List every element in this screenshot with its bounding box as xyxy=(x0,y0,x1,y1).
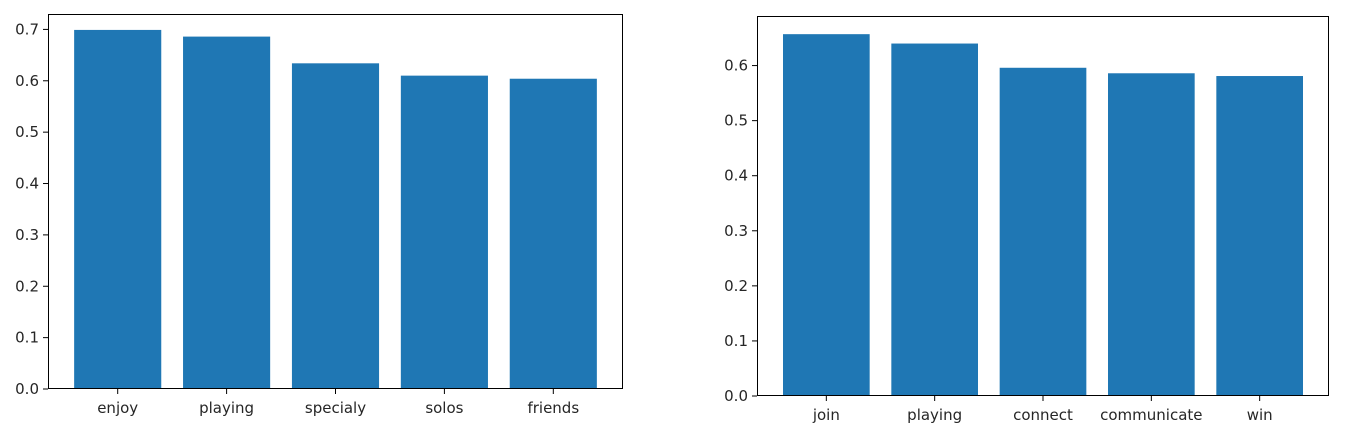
axes-frame xyxy=(48,14,623,389)
bar-connect xyxy=(999,67,1087,397)
x-tick-label-solos: solos xyxy=(425,399,463,417)
axes-frame xyxy=(757,16,1329,396)
y-tick-label: 0.4 xyxy=(15,175,39,193)
bar-solos xyxy=(400,75,488,389)
x-tick-label-join: join xyxy=(812,406,840,424)
y-tick-label: 0.0 xyxy=(724,387,748,405)
x-tick-label-connect: connect xyxy=(1013,406,1073,424)
y-tick-label: 0.5 xyxy=(724,112,748,130)
bar-friends xyxy=(509,78,597,389)
y-tick-label: 0.2 xyxy=(724,277,748,295)
bar-chart-right: 0.0 0.1 0.2 0.3 0.4 0.5 0.6 join playing connect c… xyxy=(724,16,1329,424)
y-tick-label: 0.3 xyxy=(15,226,39,244)
y-tick-label: 0.0 xyxy=(15,380,39,398)
y-tick-label: 0.1 xyxy=(724,332,748,350)
bar-win xyxy=(1216,76,1303,396)
y-tick-label: 0.6 xyxy=(15,72,39,90)
x-tick-label-communicate: communicate xyxy=(1100,406,1202,424)
x-tick-label-specialy: specialy xyxy=(305,399,366,417)
x-tick-label-friends: friends xyxy=(527,399,579,417)
y-tick-label: 0.7 xyxy=(15,20,39,38)
x-tick-label-win: win xyxy=(1247,406,1273,424)
y-tick-label: 0.6 xyxy=(724,57,748,75)
x-tick-label-playing: playing xyxy=(907,406,962,424)
y-tick-label: 0.5 xyxy=(15,123,39,141)
x-tick-label-enjoy: enjoy xyxy=(97,399,138,417)
x-tick-label-playing: playing xyxy=(199,399,254,417)
y-tick-label: 0.3 xyxy=(724,222,748,240)
bar-join xyxy=(783,34,870,397)
y-tick-label: 0.1 xyxy=(15,329,39,347)
y-tick-label: 0.4 xyxy=(724,167,748,185)
bar-specialy xyxy=(291,63,380,389)
bar-enjoy xyxy=(74,29,162,389)
y-tick-label: 0.2 xyxy=(15,277,39,295)
bar-communicate xyxy=(1108,73,1195,396)
bar-playing xyxy=(183,36,271,389)
bar-playing xyxy=(891,43,978,396)
bar-chart-left: 0.0 0.1 0.2 0.3 0.4 0.5 0.6 0.7 enjoy playing spec… xyxy=(15,14,623,417)
